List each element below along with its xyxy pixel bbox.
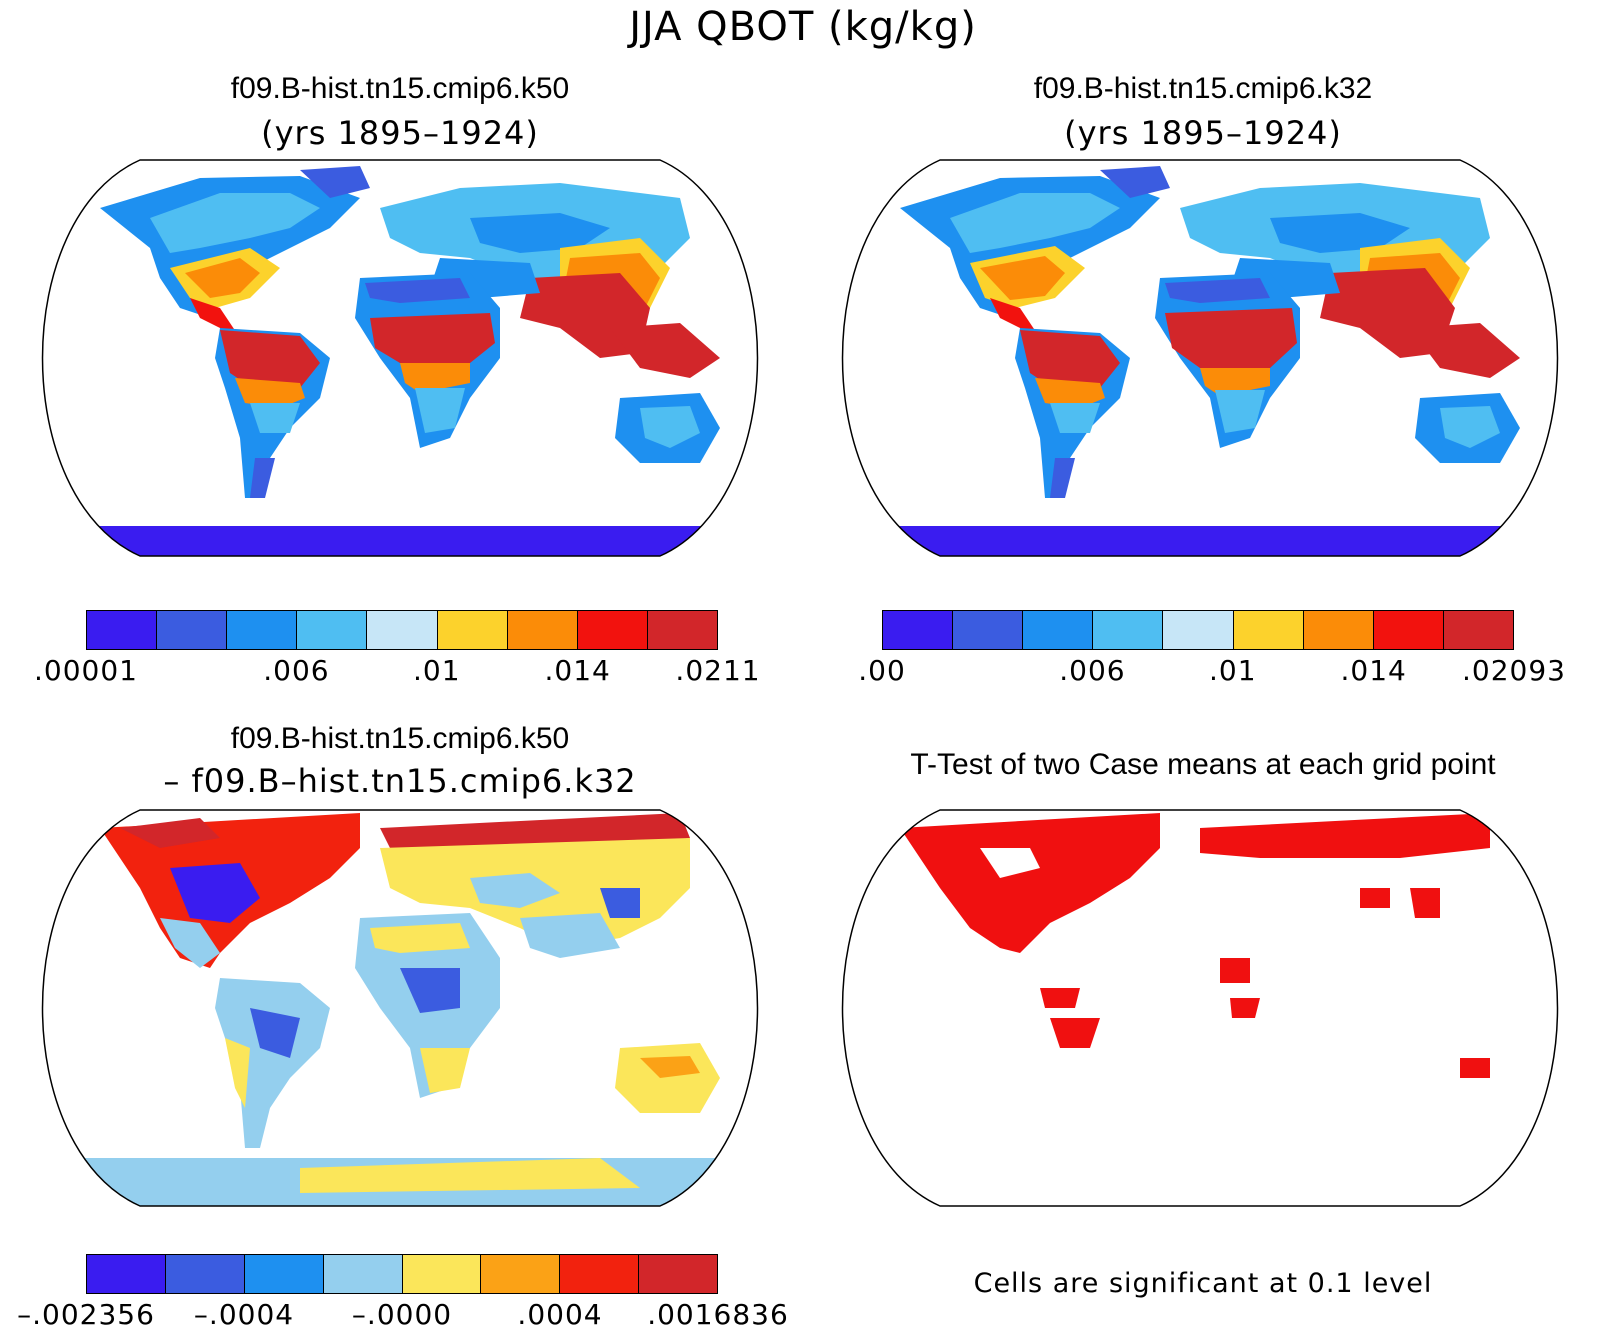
colorbar-swatch	[87, 1255, 166, 1293]
colorbar-swatch	[1303, 611, 1374, 649]
colorbar-difference	[86, 1254, 718, 1294]
panel-ttest-title: T-Test of two Case means at each grid po…	[910, 748, 1496, 781]
colorbar-swatch	[1163, 611, 1234, 649]
panel-k50-title: f09.B-hist.tn15.cmip6.k50	[230, 72, 570, 105]
colorbar-tick-label: .0211	[675, 654, 761, 687]
colorbar-swatch	[367, 611, 438, 649]
map-k32	[841, 159, 1559, 557]
colorbar-swatch	[481, 1255, 561, 1293]
colorbar-tick-label: .00	[858, 654, 906, 687]
panel-diff-title: f09.B-hist.tn15.cmip6.k50	[230, 722, 570, 755]
colorbar-swatch	[1093, 611, 1164, 649]
colorbar-swatch	[87, 611, 158, 649]
colorbar-swatch	[639, 1255, 717, 1293]
antarctica-region	[42, 526, 758, 556]
colorbar-tick-label: .014	[544, 654, 611, 687]
colorbar-swatch	[647, 611, 717, 649]
colorbar-swatch	[297, 611, 368, 649]
colorbar-swatch	[157, 611, 228, 649]
colorbar-tick-label: .0016836	[647, 1298, 789, 1331]
colorbar-tick-label: .02093	[1462, 654, 1566, 687]
colorbar-tick-label: –.0000	[351, 1298, 453, 1331]
colorbar-swatch	[507, 611, 578, 649]
colorbar-swatch	[402, 1255, 482, 1293]
colorbar-swatch	[883, 611, 954, 649]
colorbar-tick-label: .0004	[517, 1298, 603, 1331]
colorbar-swatch	[560, 1255, 640, 1293]
sig-region-eurasia	[1200, 813, 1490, 858]
colorbar-swatch	[165, 1255, 245, 1293]
map-k50	[41, 159, 759, 557]
colorbar-tick-label: .006	[263, 654, 330, 687]
colorbar-swatch	[323, 1255, 403, 1293]
colorbar-swatch	[1023, 611, 1094, 649]
panel-k50-subtitle: (yrs 1895–1924)	[261, 114, 539, 152]
colorbar-tick-label: .014	[1340, 654, 1407, 687]
colorbar-tick-label: .01	[1208, 654, 1257, 687]
colorbar-swatch	[1443, 611, 1513, 649]
colorbar-tick-label: .00001	[34, 654, 138, 687]
colorbar-tick-label: .006	[1059, 654, 1126, 687]
figure-title: JJA QBOT (kg/kg)	[629, 4, 977, 50]
colorbar-swatch	[1233, 611, 1304, 649]
colorbar-tick-label: –.002356	[17, 1298, 155, 1331]
colorbar-swatch	[577, 611, 648, 649]
map-ttest	[841, 809, 1559, 1207]
colorbar-swatch	[437, 611, 508, 649]
colorbar-swatch	[1373, 611, 1444, 649]
map-difference	[41, 809, 759, 1207]
colorbar-tick-label: .01	[412, 654, 461, 687]
colorbar-swatch	[953, 611, 1024, 649]
colorbar-swatch	[227, 611, 298, 649]
sig-region-north-america	[900, 813, 1160, 953]
colorbar-swatch	[244, 1255, 324, 1293]
panel-k32-title: f09.B-hist.tn15.cmip6.k32	[1033, 72, 1373, 105]
panel-diff-subtitle: – f09.B–hist.tn15.cmip6.k32	[163, 762, 637, 800]
significance-note: Cells are significant at 0.1 level	[973, 1268, 1433, 1299]
colorbar-tick-label: –.0004	[193, 1298, 295, 1331]
colorbar-k32	[882, 610, 1514, 650]
panel-k32-subtitle: (yrs 1895–1924)	[1064, 114, 1342, 152]
colorbar-k50	[86, 610, 718, 650]
